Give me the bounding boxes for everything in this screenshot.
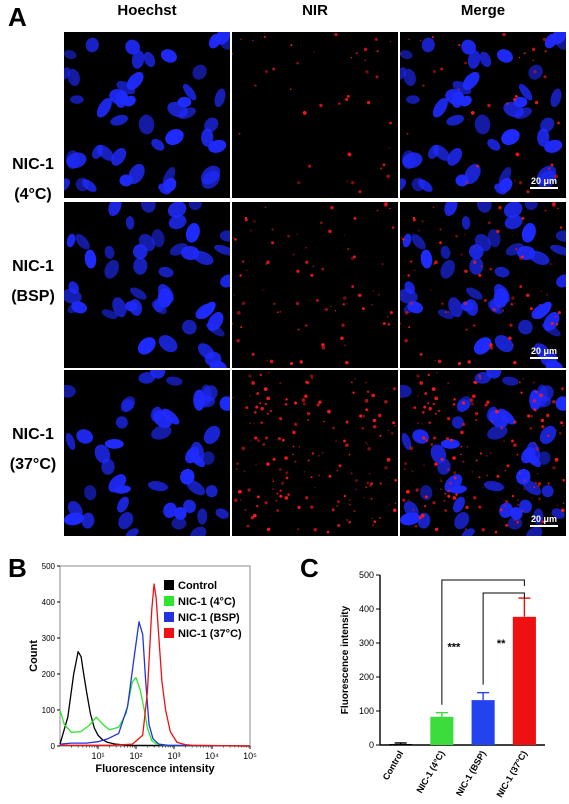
y-tick-label: 500 — [42, 562, 56, 571]
hoechst-image — [64, 32, 230, 198]
row-label-4c: NIC-1 (4°C) — [2, 150, 64, 210]
bar-control — [389, 743, 413, 745]
row-label-line1: NIC-1 — [12, 426, 54, 443]
row-label-37c: NIC-1 (37°C) — [2, 420, 64, 480]
legend-swatch — [164, 612, 174, 622]
flow-histogram-chart: 0 100 200 300 400 500 10¹ 10² 10³ 10⁴ 10⁵ Control NI… — [28, 562, 257, 775]
merge-image: 20 μm — [400, 370, 566, 536]
y-tick-label: 0 — [369, 740, 374, 750]
y-tick-label: 0 — [51, 742, 56, 751]
scale-bar-label: 20 μm — [531, 176, 557, 186]
merge-image: 20 μm — [400, 32, 566, 198]
y-tick-label: 100 — [359, 706, 374, 716]
significance-label: ** — [497, 638, 506, 650]
bar-nic-1-bsp — [471, 700, 495, 745]
scale-bar-label: 20 μm — [531, 514, 557, 524]
row-label-bsp: NIC-1 (BSP) — [2, 252, 64, 312]
y-tick-label: 200 — [42, 670, 56, 679]
row-label-line1: NIC-1 — [12, 156, 54, 173]
y-axis-label: Count — [28, 640, 40, 672]
y-tick-label: 100 — [42, 706, 56, 715]
bar-nic-1-4-c — [430, 716, 454, 745]
scale-bar-label: 20 μm — [531, 346, 557, 356]
x-tick-label: 10⁵ — [243, 751, 257, 761]
y-tick-label: 300 — [42, 634, 56, 643]
legend-swatch — [164, 628, 174, 638]
y-tick-label: 400 — [42, 598, 56, 607]
x-tick-label: 10³ — [167, 751, 180, 761]
legend-entry: NIC-1 (BSP) — [178, 612, 240, 624]
y-axis-label: Fluorescence intensity — [340, 605, 351, 714]
x-tick-label: 10⁴ — [205, 751, 219, 761]
series-line-control — [59, 651, 251, 747]
row-label-line2: (37°C) — [9, 456, 57, 473]
legend-swatch — [164, 596, 174, 606]
category-label: NIC-1 (37°C) — [494, 749, 529, 799]
y-tick-label: 300 — [359, 638, 374, 648]
x-axis-label: Fluorescence intensity — [95, 763, 215, 775]
significance-label: *** — [447, 641, 461, 653]
row-label-line2: (BSP) — [11, 288, 55, 305]
hoechst-image — [64, 202, 230, 368]
nir-image — [232, 370, 398, 536]
hoechst-image — [64, 370, 230, 536]
category-label: Control — [381, 749, 406, 782]
legend-entry: NIC-1 (4°C) — [178, 596, 236, 608]
nir-image — [232, 202, 398, 368]
column-header-nir: NIR — [302, 2, 328, 19]
series-line-nic-1-37-c- — [60, 583, 251, 747]
row-label-line2: (4°C) — [14, 186, 52, 203]
y-tick-label: 500 — [359, 570, 374, 580]
y-tick-label: 200 — [359, 672, 374, 682]
panel-label-a: A — [8, 2, 27, 32]
series-line-nic-1-bsp- — [59, 621, 251, 747]
x-tick-label: 10¹ — [91, 751, 104, 761]
column-header-merge: Merge — [460, 2, 506, 19]
nir-image — [232, 32, 398, 198]
legend-entry: Control — [178, 580, 217, 592]
column-header-hoechst: Hoechst — [117, 2, 177, 19]
category-label: NIC-1 (BSP) — [454, 749, 488, 798]
panel-label-c: C — [300, 553, 319, 583]
legend-swatch — [164, 580, 174, 590]
y-tick-label: 400 — [359, 604, 374, 614]
bar-nic-1-37-c — [512, 616, 536, 745]
row-label-line1: NIC-1 — [12, 258, 54, 275]
x-tick-label: 10² — [129, 751, 142, 761]
merge-image: 20 μm — [400, 202, 566, 368]
series-line-nic-1-4-c- — [59, 676, 251, 747]
category-label: NIC-1 (4°C) — [414, 749, 446, 795]
legend-entry: NIC-1 (37°C) — [178, 628, 242, 640]
panel-label-b: B — [8, 553, 27, 583]
